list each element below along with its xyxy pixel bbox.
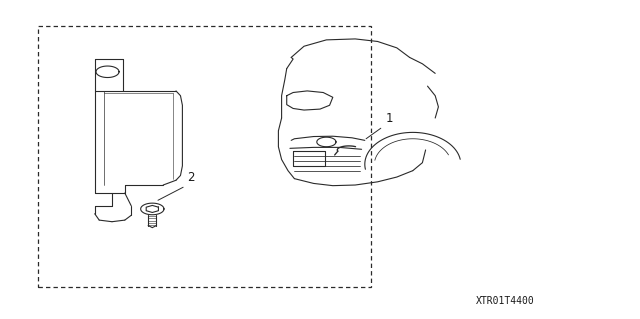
- Bar: [38, 26, 371, 287]
- Text: 1: 1: [386, 112, 394, 125]
- Text: 2: 2: [188, 171, 195, 184]
- Text: XTR01T4400: XTR01T4400: [476, 296, 535, 306]
